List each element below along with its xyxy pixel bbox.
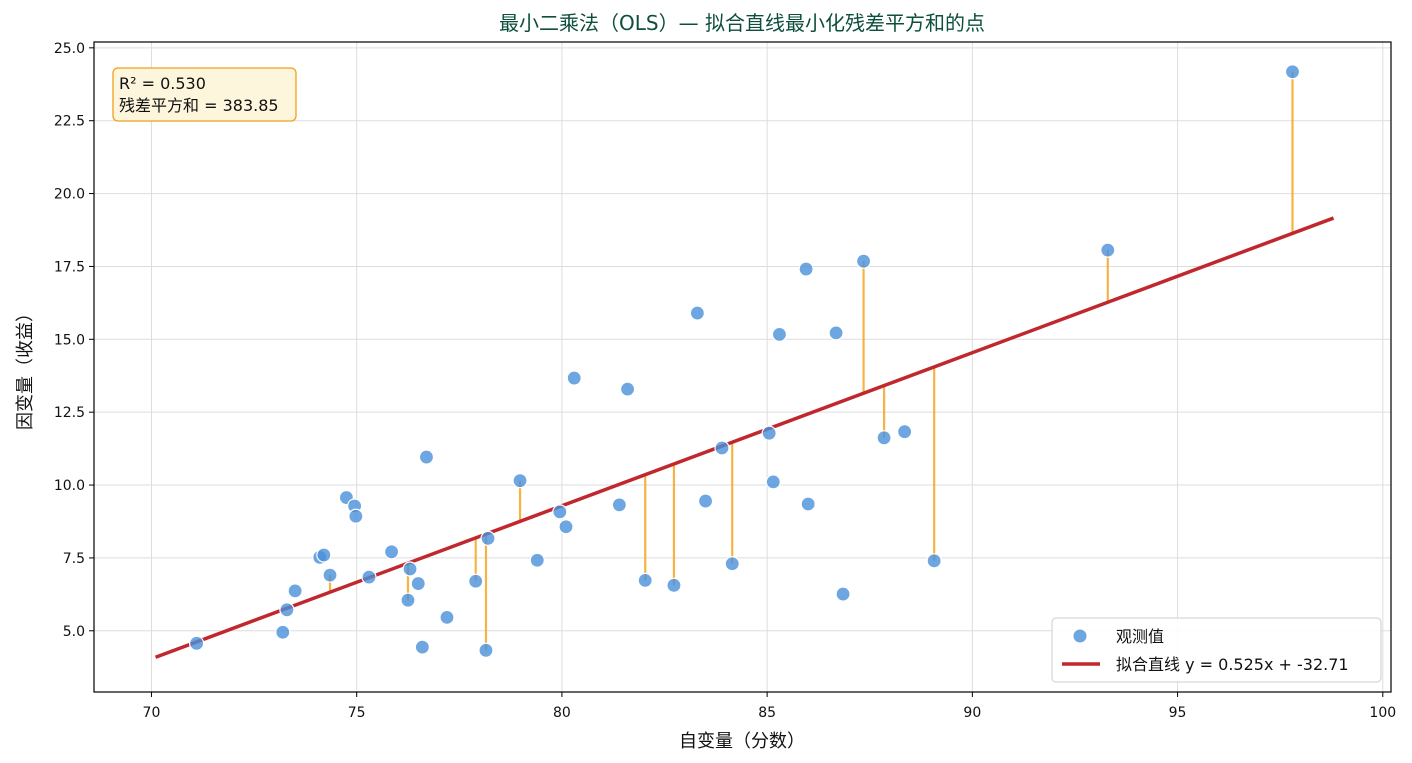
x-tick-label: 90 bbox=[963, 705, 981, 721]
chart-title: 最小二乘法（OLS）— 拟合直线最小化残差平方和的点 bbox=[499, 11, 985, 35]
data-point bbox=[1100, 242, 1116, 258]
data-points bbox=[189, 64, 1301, 658]
data-point bbox=[468, 573, 484, 589]
data-point bbox=[316, 547, 332, 563]
x-axis-ticks: 70 75 80 85 90 95 100 bbox=[143, 692, 1396, 721]
data-point bbox=[275, 624, 291, 640]
data-point bbox=[512, 473, 528, 489]
y-tick-label: 5.0 bbox=[63, 624, 85, 640]
y-tick-label: 12.5 bbox=[54, 405, 85, 421]
legend-box bbox=[1051, 617, 1382, 683]
data-point bbox=[855, 253, 872, 269]
data-point bbox=[478, 642, 494, 658]
x-tick-label: 70 bbox=[143, 705, 161, 721]
data-point bbox=[552, 504, 568, 520]
fit-line bbox=[154, 216, 1335, 659]
data-point bbox=[798, 261, 814, 277]
data-point bbox=[724, 556, 740, 572]
y-tick-label: 7.5 bbox=[63, 551, 85, 567]
x-tick-label: 95 bbox=[1169, 705, 1187, 721]
data-point bbox=[361, 569, 377, 585]
x-tick-label: 85 bbox=[758, 705, 776, 721]
data-point bbox=[439, 609, 455, 625]
y-tick-label: 20.0 bbox=[54, 187, 85, 203]
data-point bbox=[828, 325, 844, 341]
legend-label-observed: 观测值 bbox=[1116, 627, 1164, 646]
r-squared-text: R² = 0.530 bbox=[119, 74, 206, 93]
y-tick-label: 10.0 bbox=[54, 478, 85, 494]
data-point bbox=[697, 493, 714, 509]
data-point bbox=[322, 567, 338, 583]
y-axis-label: 因变量（收益） bbox=[15, 304, 36, 430]
residual-lines bbox=[328, 71, 1294, 651]
data-point bbox=[666, 577, 682, 593]
data-point bbox=[529, 552, 545, 568]
legend: 观测值 拟合直线 y = 0.525x + -32.71 bbox=[1051, 617, 1382, 683]
data-point bbox=[480, 530, 496, 546]
data-point bbox=[897, 424, 913, 440]
data-point bbox=[771, 326, 788, 342]
data-point bbox=[279, 602, 295, 618]
data-point bbox=[383, 544, 400, 560]
x-tick-label: 75 bbox=[348, 705, 366, 721]
data-point bbox=[761, 425, 777, 441]
y-tick-label: 22.5 bbox=[54, 114, 85, 130]
y-tick-label: 15.0 bbox=[54, 332, 85, 348]
data-point bbox=[876, 430, 892, 446]
x-tick-label: 80 bbox=[553, 705, 571, 721]
sse-text: 残差平方和 = 383.85 bbox=[119, 96, 279, 115]
data-point bbox=[714, 440, 730, 456]
x-tick-label: 100 bbox=[1369, 705, 1396, 721]
legend-label-fit-line: 拟合直线 y = 0.525x + -32.71 bbox=[1116, 655, 1349, 674]
data-point bbox=[414, 639, 430, 655]
x-axis-label: 自变量（分数） bbox=[679, 731, 805, 752]
data-point bbox=[400, 592, 416, 608]
data-point bbox=[689, 305, 705, 321]
data-point bbox=[287, 583, 303, 599]
data-point bbox=[410, 575, 426, 592]
legend-marker-observed bbox=[1072, 628, 1088, 644]
data-point bbox=[637, 572, 653, 588]
data-point bbox=[765, 474, 781, 490]
data-point bbox=[189, 635, 205, 651]
data-point bbox=[1284, 64, 1301, 80]
y-tick-label: 17.5 bbox=[54, 259, 85, 275]
data-point bbox=[558, 519, 574, 535]
y-tick-label: 25.0 bbox=[54, 41, 85, 57]
data-point bbox=[619, 381, 636, 397]
data-point bbox=[418, 449, 435, 465]
data-point bbox=[800, 496, 816, 512]
data-point bbox=[835, 586, 851, 602]
grid-lines bbox=[94, 42, 1391, 692]
y-axis-ticks: 5.0 7.5 10.0 12.5 15.0 17.5 20.0 22.5 25.0 bbox=[54, 41, 94, 640]
plot-area-frame bbox=[93, 41, 1392, 693]
data-point bbox=[402, 561, 418, 577]
fit-line-group bbox=[154, 216, 1335, 659]
data-point bbox=[348, 508, 364, 524]
stats-annotation: R² = 0.530 残差平方和 = 383.85 bbox=[112, 67, 297, 122]
data-point bbox=[926, 553, 942, 569]
data-point bbox=[566, 370, 582, 386]
stats-box bbox=[112, 67, 297, 122]
data-point bbox=[611, 497, 627, 513]
